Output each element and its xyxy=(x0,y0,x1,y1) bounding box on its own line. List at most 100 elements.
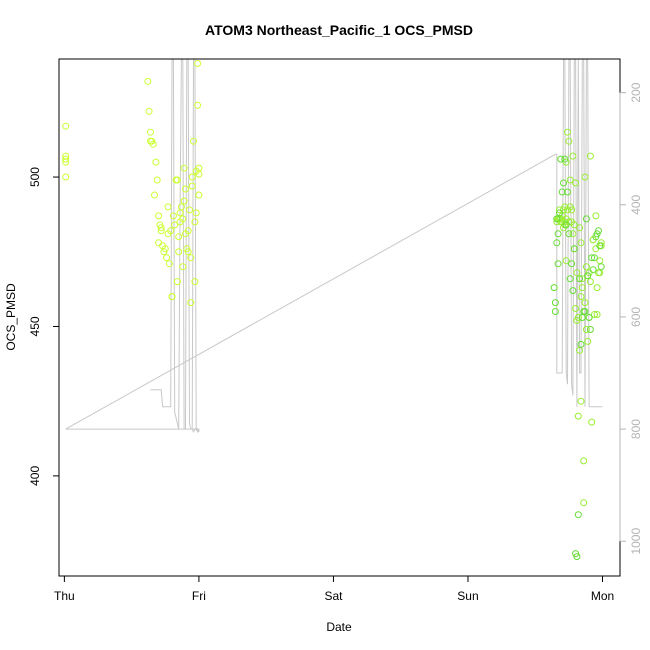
data-point xyxy=(168,293,176,301)
data-point xyxy=(556,206,563,214)
y-tick-label: 400 xyxy=(28,466,42,486)
data-point xyxy=(570,245,578,253)
data-point xyxy=(180,197,188,205)
data-point xyxy=(569,152,577,160)
data-point xyxy=(581,308,589,315)
data-point xyxy=(191,278,199,286)
x-axis-label: Date xyxy=(326,620,352,634)
data-point xyxy=(586,326,594,333)
data-point xyxy=(554,260,562,268)
data-point xyxy=(581,299,589,307)
data-point xyxy=(574,511,582,519)
data-point xyxy=(574,314,582,321)
y2-tick-label: 200 xyxy=(629,82,643,102)
data-point xyxy=(576,224,584,232)
data-point xyxy=(179,263,187,271)
data-point xyxy=(588,418,596,426)
y-axis-left: 400 450 500 xyxy=(28,167,60,486)
data-point xyxy=(554,230,562,238)
data-point xyxy=(565,230,573,238)
data-point xyxy=(164,203,172,211)
data-point xyxy=(568,260,576,268)
data-point xyxy=(590,311,598,318)
x-tick-label: Sun xyxy=(457,589,478,603)
data-point xyxy=(556,209,563,217)
data-point xyxy=(577,397,585,405)
data-point xyxy=(566,176,574,184)
data-point xyxy=(62,158,70,166)
data-point xyxy=(580,457,588,465)
data-point xyxy=(589,266,597,274)
data-point xyxy=(195,170,203,178)
data-point xyxy=(62,155,70,163)
x-tick-label: Mon xyxy=(591,589,614,603)
data-point xyxy=(144,77,152,85)
data-point xyxy=(169,212,177,220)
y-tick-label: 500 xyxy=(28,167,42,187)
data-point xyxy=(182,185,189,193)
data-point xyxy=(577,239,585,247)
y2-tick-label: 800 xyxy=(629,419,643,439)
data-point xyxy=(582,263,590,271)
data-point xyxy=(586,278,594,286)
data-point xyxy=(157,227,165,235)
data-point xyxy=(151,191,158,199)
data-point xyxy=(564,188,571,196)
data-point xyxy=(562,257,570,265)
data-point xyxy=(592,212,600,220)
data-point xyxy=(175,233,183,241)
data-point xyxy=(171,221,179,229)
data-point xyxy=(153,176,161,184)
data-point xyxy=(596,242,604,250)
data-point xyxy=(175,248,183,256)
data-point xyxy=(187,254,195,262)
data-point xyxy=(573,269,581,277)
data-point xyxy=(595,227,602,235)
data-point xyxy=(62,122,70,130)
data-point xyxy=(572,305,580,312)
data-point xyxy=(186,206,193,214)
data-point xyxy=(551,299,559,307)
data-point xyxy=(569,287,577,295)
data-point xyxy=(564,128,571,136)
data-point xyxy=(195,191,203,199)
data-point xyxy=(147,128,154,136)
data-point xyxy=(194,60,202,67)
y2-tick-label: 600 xyxy=(629,307,643,327)
x-tick-label: Fri xyxy=(192,589,206,603)
x-tick-label: Sat xyxy=(324,589,343,603)
data-point xyxy=(593,311,601,318)
data-point xyxy=(165,260,173,268)
data-point xyxy=(573,553,581,561)
data-point xyxy=(582,215,590,223)
y-axis-right: 200 400 600 800 1000 xyxy=(619,82,643,555)
data-point xyxy=(188,173,196,181)
x-axis: Thu Fri Sat Sun Mon xyxy=(54,575,614,603)
data-point xyxy=(560,179,567,187)
data-point xyxy=(576,275,584,283)
data-point xyxy=(184,248,192,256)
data-point xyxy=(149,140,157,148)
data-point xyxy=(597,263,605,271)
data-point xyxy=(561,155,569,163)
data-point xyxy=(180,164,188,172)
data-point xyxy=(184,227,192,235)
data-point xyxy=(565,137,573,145)
data-point xyxy=(557,155,565,163)
data-point xyxy=(586,152,594,160)
data-point xyxy=(177,203,185,211)
data-point xyxy=(194,101,202,109)
data-point xyxy=(566,275,574,283)
data-point xyxy=(568,206,576,214)
x-tick-label: Thu xyxy=(54,589,75,603)
y-tick-label: 450 xyxy=(28,316,42,336)
data-point xyxy=(192,209,200,217)
data-point xyxy=(590,254,598,262)
data-point xyxy=(578,275,586,283)
data-point xyxy=(167,227,175,235)
data-point xyxy=(179,215,187,223)
data-point xyxy=(173,176,181,184)
data-point xyxy=(553,215,561,223)
